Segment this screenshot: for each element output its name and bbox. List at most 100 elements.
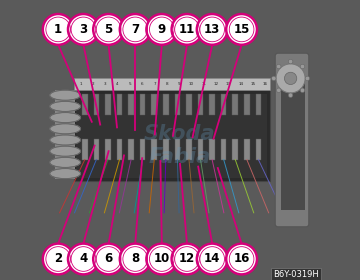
FancyBboxPatch shape (244, 94, 249, 115)
FancyBboxPatch shape (140, 94, 145, 115)
Text: 4: 4 (116, 82, 119, 86)
Text: B6Y-0319H: B6Y-0319H (273, 270, 319, 279)
FancyBboxPatch shape (140, 139, 145, 160)
Text: 12: 12 (179, 253, 195, 265)
Ellipse shape (50, 113, 81, 123)
FancyBboxPatch shape (175, 139, 180, 160)
Text: 8: 8 (166, 82, 168, 86)
FancyBboxPatch shape (55, 90, 75, 179)
FancyBboxPatch shape (105, 139, 111, 160)
Text: 9: 9 (178, 82, 180, 86)
FancyBboxPatch shape (209, 94, 215, 115)
Circle shape (120, 14, 150, 45)
Text: 15: 15 (251, 82, 256, 86)
Circle shape (284, 72, 297, 85)
Text: 8: 8 (131, 253, 139, 265)
Circle shape (197, 244, 228, 274)
Circle shape (93, 244, 124, 274)
Text: 16: 16 (263, 82, 268, 86)
Circle shape (147, 14, 177, 45)
Text: 11: 11 (201, 82, 206, 86)
Ellipse shape (50, 157, 81, 167)
FancyBboxPatch shape (128, 94, 134, 115)
Text: Skoda
Fabia: Skoda Fabia (144, 124, 216, 167)
Circle shape (305, 76, 310, 81)
Text: 1: 1 (54, 23, 62, 36)
FancyBboxPatch shape (256, 139, 261, 160)
FancyBboxPatch shape (94, 139, 99, 160)
Ellipse shape (50, 90, 81, 100)
Ellipse shape (50, 169, 81, 179)
FancyBboxPatch shape (117, 139, 122, 160)
FancyBboxPatch shape (105, 94, 111, 115)
Ellipse shape (50, 101, 81, 111)
Circle shape (300, 88, 305, 92)
Text: 13: 13 (226, 82, 231, 86)
FancyBboxPatch shape (94, 94, 99, 115)
Ellipse shape (50, 146, 81, 156)
Text: 16: 16 (233, 253, 250, 265)
Circle shape (43, 244, 73, 274)
FancyBboxPatch shape (152, 139, 157, 160)
FancyBboxPatch shape (117, 94, 122, 115)
Circle shape (147, 244, 177, 274)
FancyBboxPatch shape (244, 139, 249, 160)
Text: 10: 10 (154, 253, 170, 265)
Circle shape (276, 88, 281, 92)
FancyBboxPatch shape (82, 139, 87, 160)
FancyBboxPatch shape (152, 94, 157, 115)
Text: 15: 15 (233, 23, 250, 36)
FancyBboxPatch shape (186, 94, 192, 115)
Circle shape (120, 244, 150, 274)
Text: 12: 12 (213, 82, 219, 86)
Text: 4: 4 (79, 253, 87, 265)
FancyBboxPatch shape (256, 94, 261, 115)
FancyBboxPatch shape (128, 139, 134, 160)
Text: 10: 10 (189, 82, 194, 86)
Circle shape (197, 14, 228, 45)
Text: 14: 14 (204, 253, 220, 265)
Circle shape (288, 93, 293, 97)
Circle shape (68, 14, 99, 45)
Text: 11: 11 (179, 23, 195, 36)
Text: 6: 6 (104, 253, 113, 265)
FancyBboxPatch shape (281, 76, 305, 210)
Text: 3: 3 (79, 23, 87, 36)
FancyBboxPatch shape (221, 94, 226, 115)
FancyBboxPatch shape (198, 94, 203, 115)
Circle shape (172, 14, 202, 45)
FancyBboxPatch shape (73, 80, 270, 181)
FancyBboxPatch shape (233, 94, 238, 115)
Circle shape (276, 64, 305, 93)
Ellipse shape (50, 135, 81, 145)
FancyBboxPatch shape (198, 139, 203, 160)
FancyBboxPatch shape (175, 94, 180, 115)
FancyBboxPatch shape (82, 94, 87, 115)
Text: 2: 2 (54, 253, 62, 265)
Circle shape (276, 64, 281, 69)
Text: 5: 5 (104, 23, 113, 36)
Circle shape (172, 244, 202, 274)
Circle shape (68, 244, 99, 274)
FancyBboxPatch shape (186, 139, 192, 160)
Circle shape (271, 76, 276, 81)
Text: 13: 13 (204, 23, 220, 36)
FancyBboxPatch shape (76, 94, 267, 178)
FancyBboxPatch shape (73, 78, 270, 90)
Text: 2: 2 (91, 82, 94, 86)
Text: 7: 7 (131, 23, 139, 36)
Ellipse shape (50, 124, 81, 134)
FancyBboxPatch shape (233, 139, 238, 160)
FancyBboxPatch shape (221, 139, 226, 160)
Text: 9: 9 (158, 23, 166, 36)
FancyBboxPatch shape (209, 139, 215, 160)
Circle shape (226, 244, 257, 274)
FancyBboxPatch shape (163, 139, 168, 160)
Text: 14: 14 (238, 82, 243, 86)
Circle shape (93, 14, 124, 45)
Text: 7: 7 (153, 82, 156, 86)
Text: 5: 5 (129, 82, 131, 86)
Circle shape (226, 14, 257, 45)
Circle shape (288, 59, 293, 64)
Text: 1: 1 (79, 82, 82, 86)
